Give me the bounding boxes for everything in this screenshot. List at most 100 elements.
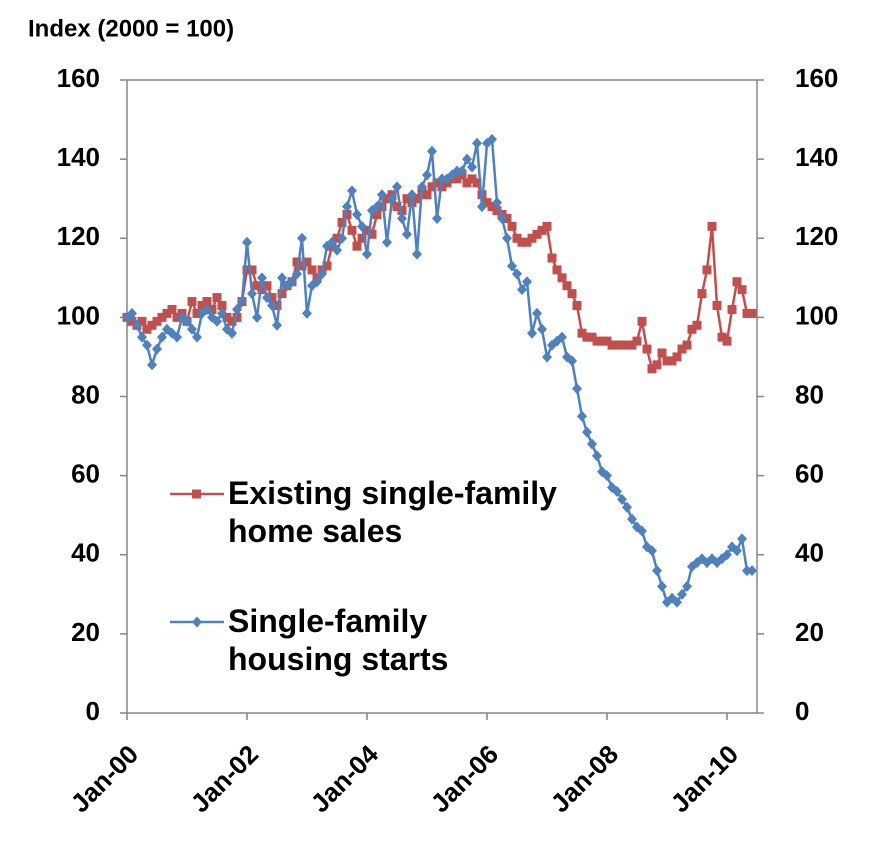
legend-marker [192, 616, 202, 628]
marker [712, 301, 722, 311]
y-tick-label: 140 [57, 142, 100, 172]
marker [617, 493, 627, 505]
x-tick-label: Jan-02 [185, 739, 264, 818]
marker [337, 217, 347, 227]
marker [747, 308, 757, 318]
marker [557, 331, 567, 343]
marker [412, 194, 422, 204]
marker [462, 153, 472, 165]
marker [362, 248, 372, 260]
marker [657, 580, 667, 592]
marker [582, 332, 592, 342]
marker [612, 485, 622, 497]
legend-swatch [170, 616, 224, 628]
marker [372, 210, 382, 220]
marker [197, 301, 207, 311]
marker [302, 257, 312, 267]
marker [732, 545, 742, 557]
marker [507, 221, 517, 231]
marker [407, 189, 417, 201]
marker [682, 340, 692, 350]
marker [567, 355, 577, 367]
marker [142, 324, 152, 334]
marker [342, 201, 352, 213]
marker [327, 236, 337, 248]
legend-swatch [170, 489, 224, 499]
marker [262, 292, 272, 304]
y2-tick-label: 140 [795, 142, 838, 172]
marker [592, 450, 602, 462]
marker [722, 336, 732, 346]
marker [157, 312, 167, 322]
marker [527, 233, 537, 243]
x-tick-label: Jan-08 [545, 739, 624, 818]
marker [242, 265, 252, 275]
x-tick-label: Jan-10 [665, 739, 744, 818]
marker [262, 281, 272, 291]
marker [132, 319, 142, 331]
marker [727, 304, 737, 314]
marker [427, 145, 437, 157]
marker [642, 344, 652, 354]
marker [472, 137, 482, 149]
marker [482, 198, 492, 208]
marker [532, 307, 542, 319]
y-tick-label: 60 [71, 459, 100, 489]
marker [552, 265, 562, 275]
marker [242, 236, 252, 248]
marker [347, 225, 357, 235]
y2-tick-label: 100 [795, 300, 838, 330]
marker [432, 178, 442, 188]
marker [487, 202, 497, 212]
marker [382, 236, 392, 248]
marker [677, 588, 687, 600]
y2-tick-label: 40 [795, 538, 824, 568]
legend-marker [192, 489, 201, 499]
marker [127, 307, 137, 319]
y-tick-label: 120 [57, 221, 100, 251]
y-tick-label: 20 [71, 617, 100, 647]
marker [572, 383, 582, 395]
marker [487, 133, 497, 145]
marker [157, 331, 167, 343]
legend-entry: Existing single-family home sales [168, 474, 558, 550]
marker [167, 304, 177, 314]
y2-tick-label: 120 [795, 221, 838, 251]
marker [277, 272, 287, 284]
marker [217, 307, 227, 319]
marker [592, 336, 602, 346]
marker [307, 265, 317, 275]
marker [547, 253, 557, 263]
y-tick-label: 80 [71, 379, 100, 409]
marker [297, 232, 307, 244]
marker [687, 324, 697, 334]
marker [492, 206, 502, 216]
marker [357, 220, 367, 232]
marker [232, 312, 242, 322]
marker [672, 352, 682, 362]
marker [612, 340, 622, 350]
marker [492, 197, 502, 209]
marker [647, 364, 657, 374]
marker [412, 248, 422, 260]
marker [357, 233, 367, 243]
marker [467, 161, 477, 173]
marker [472, 178, 482, 188]
y-tick-label: 160 [57, 63, 100, 93]
marker [222, 312, 232, 322]
marker [252, 281, 262, 291]
marker [352, 209, 362, 221]
marker [722, 549, 732, 561]
legend-entry: Single-family housing starts [168, 602, 498, 678]
marker [152, 343, 162, 355]
marker [637, 525, 647, 537]
marker [252, 311, 262, 323]
marker [607, 340, 617, 350]
marker [657, 348, 667, 358]
marker [527, 327, 537, 339]
marker [392, 181, 402, 193]
marker [152, 316, 162, 326]
marker [522, 237, 532, 247]
marker [172, 331, 182, 343]
